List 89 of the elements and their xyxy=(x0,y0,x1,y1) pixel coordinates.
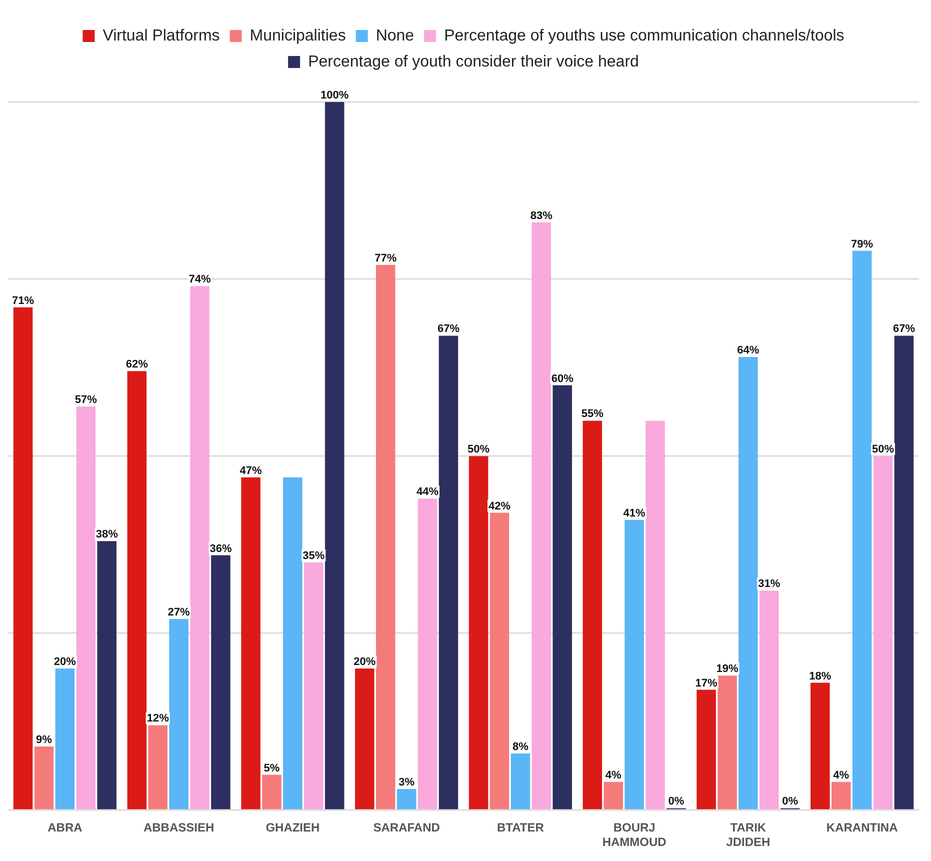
bar xyxy=(324,102,344,810)
bar xyxy=(127,371,147,810)
data-label: 17% xyxy=(695,677,718,690)
data-label: 50% xyxy=(468,444,490,456)
data-label: 42% xyxy=(488,500,511,512)
data-label: 79% xyxy=(851,238,874,250)
bar xyxy=(76,406,96,810)
bar xyxy=(810,682,830,810)
bar xyxy=(97,541,116,810)
data-label: 38% xyxy=(96,528,118,541)
data-label: 27% xyxy=(168,606,190,619)
data-label: 41% xyxy=(623,507,646,520)
data-label: 47% xyxy=(240,464,262,477)
bar xyxy=(604,782,623,810)
data-label: 4% xyxy=(605,769,622,782)
x-tick-label: KARANTINA xyxy=(826,820,898,835)
data-label: 60% xyxy=(551,372,574,385)
data-label: 62% xyxy=(126,358,148,371)
data-label: 19% xyxy=(716,663,738,676)
bar xyxy=(304,562,324,810)
data-label: 35% xyxy=(302,550,325,562)
bar xyxy=(13,307,33,810)
bar xyxy=(34,746,54,810)
data-label: 77% xyxy=(374,252,397,264)
data-label: 36% xyxy=(210,542,232,555)
x-tick-label: GHAZIEH xyxy=(266,820,320,835)
x-tick-label: ABBASSIEH xyxy=(143,820,214,835)
data-label: 31% xyxy=(758,578,780,590)
bar xyxy=(894,336,914,810)
bar xyxy=(552,385,572,810)
bar xyxy=(148,725,168,810)
legend-label: Municipalities xyxy=(250,27,346,44)
x-tick-label: ABRA xyxy=(48,820,83,835)
data-label: 50% xyxy=(872,444,894,456)
data-label: 71% xyxy=(12,294,34,307)
data-label: 4% xyxy=(833,769,850,782)
x-tick-label: SARAFAND xyxy=(373,820,440,835)
data-label: 83% xyxy=(530,210,553,222)
bar xyxy=(873,456,893,810)
bar xyxy=(624,520,644,810)
bar xyxy=(532,222,552,810)
bar xyxy=(760,590,779,810)
bar xyxy=(211,555,230,810)
bar xyxy=(241,477,260,810)
bar xyxy=(468,456,488,810)
data-label: 3% xyxy=(398,776,415,788)
bar xyxy=(355,668,374,810)
bar xyxy=(169,618,188,810)
bar xyxy=(696,690,716,810)
bar xyxy=(490,512,510,810)
bar xyxy=(510,754,530,810)
x-tick-label: BOURJ HAMMOUD xyxy=(602,820,667,850)
bar xyxy=(418,498,438,810)
bar xyxy=(646,420,665,810)
data-label: 55% xyxy=(581,408,604,420)
data-label: 12% xyxy=(146,712,170,725)
data-label: 74% xyxy=(188,274,211,286)
bar xyxy=(190,286,210,810)
legend-label: Percentage of youths use communication channels/tools xyxy=(444,27,844,44)
bar xyxy=(376,264,396,810)
data-label: 0% xyxy=(668,796,684,808)
data-label: 5% xyxy=(264,762,280,774)
data-label: 67% xyxy=(892,323,916,336)
data-label: 0% xyxy=(782,796,798,808)
bar xyxy=(396,788,416,810)
bar xyxy=(852,250,872,810)
legend-label: Virtual Platforms xyxy=(102,27,220,44)
bar xyxy=(55,668,75,810)
legend-label: Percentage of youth consider their voice heard xyxy=(308,53,639,70)
legend-label: None xyxy=(376,27,414,44)
bar xyxy=(831,782,851,810)
data-label: 20% xyxy=(54,656,76,668)
data-label: 64% xyxy=(737,344,760,356)
bar xyxy=(283,477,302,810)
x-tick-label: BTATER xyxy=(496,820,544,835)
data-label: 44% xyxy=(416,486,439,498)
data-label: 100% xyxy=(320,90,349,102)
data-label: 9% xyxy=(36,734,52,746)
bar xyxy=(718,676,737,810)
bar xyxy=(582,420,602,810)
bar xyxy=(738,356,758,810)
bar xyxy=(262,774,282,810)
data-label: 67% xyxy=(437,323,460,336)
bar xyxy=(438,336,458,810)
data-label: 18% xyxy=(809,670,832,682)
x-tick-label: TARIK JDIDEH xyxy=(726,820,770,850)
data-label: 8% xyxy=(512,741,529,754)
data-label: 20% xyxy=(354,656,376,668)
data-label: 57% xyxy=(74,394,98,406)
